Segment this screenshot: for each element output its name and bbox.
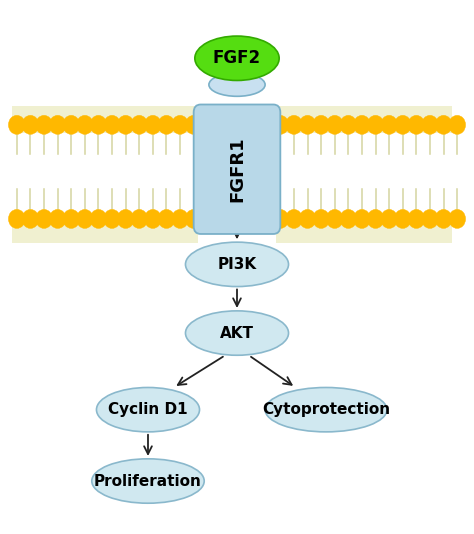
Circle shape xyxy=(36,115,53,135)
Circle shape xyxy=(185,209,202,229)
Circle shape xyxy=(354,209,370,229)
Circle shape xyxy=(117,115,134,135)
Circle shape xyxy=(299,209,316,229)
Circle shape xyxy=(313,115,329,135)
Circle shape xyxy=(49,115,66,135)
Circle shape xyxy=(340,115,357,135)
Ellipse shape xyxy=(195,36,279,81)
Circle shape xyxy=(367,115,384,135)
Circle shape xyxy=(172,115,189,135)
Circle shape xyxy=(9,209,25,229)
Circle shape xyxy=(49,209,66,229)
Text: FGFR1: FGFR1 xyxy=(228,136,246,202)
Circle shape xyxy=(326,115,343,135)
Circle shape xyxy=(435,209,452,229)
Circle shape xyxy=(104,115,120,135)
Circle shape xyxy=(299,115,316,135)
Text: AKT: AKT xyxy=(220,326,254,341)
Circle shape xyxy=(394,115,411,135)
Circle shape xyxy=(285,209,302,229)
Circle shape xyxy=(313,209,329,229)
Circle shape xyxy=(381,209,398,229)
Circle shape xyxy=(90,209,107,229)
Circle shape xyxy=(449,209,465,229)
Text: PI3K: PI3K xyxy=(218,257,256,272)
Circle shape xyxy=(63,115,80,135)
Ellipse shape xyxy=(97,388,200,432)
Circle shape xyxy=(408,209,425,229)
Circle shape xyxy=(340,209,357,229)
Circle shape xyxy=(326,209,343,229)
Circle shape xyxy=(381,115,398,135)
Circle shape xyxy=(408,115,425,135)
Circle shape xyxy=(272,209,289,229)
Ellipse shape xyxy=(265,388,387,432)
Circle shape xyxy=(90,115,107,135)
Ellipse shape xyxy=(185,242,289,287)
Circle shape xyxy=(117,209,134,229)
Circle shape xyxy=(131,115,148,135)
Circle shape xyxy=(367,209,384,229)
FancyBboxPatch shape xyxy=(12,106,198,133)
Circle shape xyxy=(435,115,452,135)
Circle shape xyxy=(131,209,148,229)
Circle shape xyxy=(185,115,202,135)
Circle shape xyxy=(449,115,465,135)
Circle shape xyxy=(272,115,289,135)
Circle shape xyxy=(394,209,411,229)
Circle shape xyxy=(145,209,161,229)
Text: Cytoprotection: Cytoprotection xyxy=(262,402,390,417)
Text: Cyclin D1: Cyclin D1 xyxy=(108,402,188,417)
Text: FGF2: FGF2 xyxy=(213,49,261,67)
Circle shape xyxy=(354,115,370,135)
Circle shape xyxy=(36,209,53,229)
FancyBboxPatch shape xyxy=(194,105,280,234)
Ellipse shape xyxy=(185,311,289,355)
Circle shape xyxy=(158,209,175,229)
Ellipse shape xyxy=(209,73,265,96)
Circle shape xyxy=(22,209,39,229)
Circle shape xyxy=(22,115,39,135)
Circle shape xyxy=(145,115,161,135)
Circle shape xyxy=(9,115,25,135)
Text: Proliferation: Proliferation xyxy=(94,474,202,489)
FancyBboxPatch shape xyxy=(12,216,198,242)
Circle shape xyxy=(285,115,302,135)
Circle shape xyxy=(172,209,189,229)
FancyBboxPatch shape xyxy=(276,106,453,133)
Circle shape xyxy=(421,209,438,229)
Circle shape xyxy=(63,209,80,229)
Circle shape xyxy=(76,209,93,229)
Circle shape xyxy=(421,115,438,135)
FancyBboxPatch shape xyxy=(276,216,453,242)
Circle shape xyxy=(104,209,120,229)
Ellipse shape xyxy=(92,459,204,503)
Circle shape xyxy=(158,115,175,135)
Circle shape xyxy=(76,115,93,135)
